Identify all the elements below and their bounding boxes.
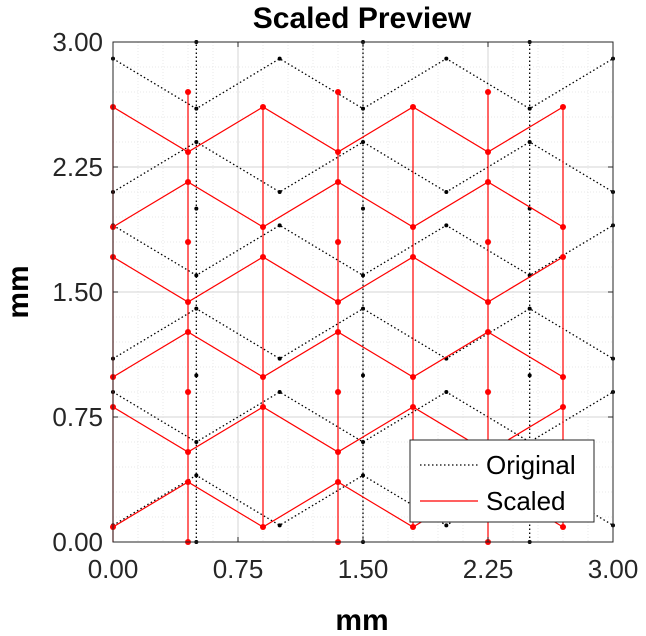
y-axis-label: mm [2, 265, 35, 318]
original-point-1 [194, 473, 199, 478]
x-tick-label: 0.75 [213, 554, 264, 584]
y-axis: 0.00 0.75 1.50 2.25 3.00 [52, 27, 613, 557]
original-point-3 [194, 373, 199, 378]
scaled-point-12 [335, 449, 341, 455]
scaled-point-45 [260, 104, 266, 110]
legend-label-scaled: Scaled [486, 486, 566, 516]
scaled-point-1 [185, 479, 191, 485]
x-tick-label: 0.00 [88, 554, 139, 584]
original-point-4 [194, 306, 199, 311]
scaled-point-23 [485, 389, 491, 395]
original-point-15 [361, 273, 365, 278]
chart-title: Scaled Preview [253, 2, 472, 35]
scaled-point-29 [485, 89, 491, 95]
scaled-point-41 [560, 254, 566, 260]
scaled-point-9 [185, 89, 191, 95]
legend: Original Scaled [409, 439, 595, 523]
scaled-point-40 [410, 254, 416, 260]
y-tick-label: 3.00 [52, 27, 103, 57]
x-axis-label: mm [335, 604, 388, 636]
original-point-14 [361, 306, 365, 311]
original-point-23 [527, 373, 532, 378]
scaled-point-32 [560, 524, 566, 530]
original-point-5 [194, 273, 199, 278]
original-point-43 [444, 190, 449, 194]
scaled-point-47 [560, 104, 566, 110]
y-tick-label: 2.25 [52, 152, 103, 182]
x-axis: 0.00 0.75 1.50 2.25 3.00 [88, 42, 639, 584]
original-point-6 [194, 206, 199, 211]
legend-box [409, 439, 595, 523]
original-point-42 [277, 190, 282, 194]
scaled-point-28 [485, 149, 491, 155]
original-point-12 [361, 440, 365, 444]
scaled-point-4 [185, 329, 191, 335]
scaled-point-16 [335, 239, 341, 245]
original-point-2 [194, 440, 199, 444]
scaled-point-14 [335, 329, 341, 335]
y-tick-label: 0.00 [52, 527, 103, 557]
scaled-point-34 [410, 404, 416, 410]
scaled-point-36 [260, 374, 266, 380]
scaled-point-11 [335, 479, 341, 485]
original-point-31 [444, 523, 449, 528]
original-point-11 [361, 473, 365, 478]
scaled-point-46 [410, 104, 416, 110]
original-point-13 [361, 373, 365, 378]
scaled-point-3 [185, 389, 191, 395]
scaled-point-38 [560, 374, 566, 380]
original-point-16 [361, 206, 365, 211]
original-point-30 [277, 523, 282, 528]
scaled-point-30 [260, 524, 266, 530]
original-point-28 [527, 106, 532, 111]
legend-label-original: Original [486, 450, 576, 480]
scaled-point-26 [485, 239, 491, 245]
scaled-point-24 [485, 329, 491, 335]
scaled-point-31 [410, 524, 416, 530]
scaled-point-43 [410, 224, 416, 230]
scaled-point-42 [260, 224, 266, 230]
y-tick-label: 1.50 [52, 277, 103, 307]
scaled-point-13 [335, 389, 341, 395]
scaled-point-19 [335, 89, 341, 95]
original-point-7 [194, 140, 199, 144]
scaled-point-5 [185, 299, 191, 305]
original-point-27 [527, 140, 532, 144]
scaled-point-39 [260, 254, 266, 260]
scaled-point-33 [260, 404, 266, 410]
original-point-24 [527, 306, 532, 311]
scaled-point-37 [410, 374, 416, 380]
original-point-8 [194, 106, 199, 111]
x-tick-label: 2.25 [463, 554, 514, 584]
x-tick-label: 3.00 [588, 554, 639, 584]
scaled-point-17 [335, 179, 341, 185]
original-point-40 [444, 223, 449, 228]
original-point-34 [444, 390, 449, 394]
scaled-point-7 [185, 179, 191, 185]
scaled-point-27 [485, 179, 491, 185]
scaled-point-2 [185, 449, 191, 455]
scaled-point-8 [185, 149, 191, 155]
original-point-18 [361, 106, 365, 111]
series-layer [110, 40, 615, 545]
original-point-45 [277, 56, 282, 61]
scaled-point-15 [335, 299, 341, 305]
scaled-point-25 [485, 299, 491, 305]
original-point-46 [444, 56, 449, 61]
original-point-39 [277, 223, 282, 228]
series-original [111, 40, 615, 544]
original-point-17 [361, 140, 365, 144]
scaled-point-35 [560, 404, 566, 410]
x-tick-label: 1.50 [338, 554, 389, 584]
original-point-36 [277, 356, 282, 361]
original-point-33 [277, 390, 282, 394]
scaled-point-44 [560, 224, 566, 230]
scaled-point-6 [185, 239, 191, 245]
scaled-point-18 [335, 149, 341, 155]
y-tick-label: 0.75 [52, 402, 103, 432]
